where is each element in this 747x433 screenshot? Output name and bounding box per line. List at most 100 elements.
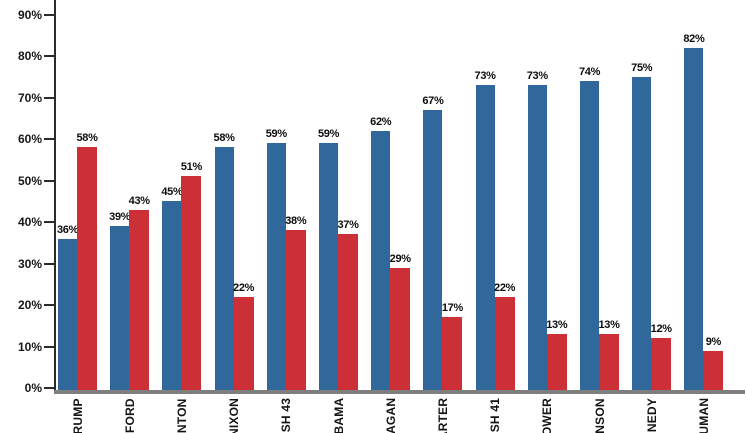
bar-value-label: 22% xyxy=(494,281,516,294)
x-axis-label: CLINTON xyxy=(156,398,208,433)
x-axis-label: TRUMP xyxy=(52,398,104,433)
bar-blue xyxy=(266,143,286,390)
bar-red xyxy=(546,334,567,390)
y-axis-line xyxy=(54,0,56,394)
y-axis-tick-label: 50% xyxy=(17,173,42,188)
x-axis-label: OBAMA xyxy=(313,398,365,433)
bar-value-label: 51% xyxy=(180,161,202,174)
y-axis-tick-mark xyxy=(44,13,54,16)
x-axis-label: BUSH 41 xyxy=(469,398,521,433)
y-axis-tick-label: 70% xyxy=(17,90,42,105)
x-axis-label: EISENHOWER xyxy=(521,398,573,433)
x-axis-label: JOHNSON xyxy=(574,398,626,433)
x-axis-label: TRUMAN xyxy=(678,398,730,433)
bar-red xyxy=(77,147,97,390)
bar-red xyxy=(390,267,411,390)
x-axis-label-text: JOHNSON xyxy=(592,398,607,433)
bar-value-label: 13% xyxy=(546,319,568,332)
x-axis-label-text: BUSH 43 xyxy=(279,398,294,433)
bar-blue xyxy=(632,76,652,390)
x-axis-label-text: OBAMA xyxy=(331,398,346,433)
bar-value-label: 59% xyxy=(265,128,287,141)
x-axis-label: CARTER xyxy=(417,398,469,433)
y-axis-tick-mark xyxy=(44,304,54,306)
y-axis-tick-mark xyxy=(44,55,54,57)
bar-blue xyxy=(423,109,443,390)
y-axis-tick-label: 20% xyxy=(17,298,42,312)
x-axis-label: REAGAN xyxy=(365,398,417,433)
y-axis-tick-label: 60% xyxy=(17,132,42,146)
x-axis-label-text: FORD xyxy=(122,398,137,433)
y-axis-tick-label: 0% xyxy=(24,381,42,395)
bar-blue xyxy=(371,130,391,390)
bar-blue xyxy=(214,147,234,390)
bar-red xyxy=(494,296,515,390)
bar-value-label: 67% xyxy=(422,94,444,107)
bar-blue xyxy=(527,85,547,390)
x-axis-label-text: TRUMP xyxy=(70,398,85,433)
bar-value-label: 36% xyxy=(56,223,79,236)
bar-red xyxy=(442,317,463,390)
bar-value-label: 75% xyxy=(631,61,653,74)
y-axis-tick-mark xyxy=(44,387,54,389)
bar-blue xyxy=(684,47,704,390)
y-axis-tick-mark xyxy=(44,345,54,348)
bar-value-label: 43% xyxy=(128,194,150,207)
bar-value-label: 38% xyxy=(285,215,307,228)
bar-blue xyxy=(162,201,182,390)
bar-value-label: 82% xyxy=(683,32,705,45)
y-axis-tick-label: 80% xyxy=(17,49,42,63)
bar-value-label: 59% xyxy=(317,128,340,141)
bar-value-label: 9% xyxy=(705,335,722,348)
bar-red xyxy=(181,176,202,390)
y-axis-tick-label: 40% xyxy=(17,215,42,229)
bar-red xyxy=(338,234,358,390)
bar-red xyxy=(233,296,254,390)
y-axis-tick-label: 90% xyxy=(17,7,42,22)
x-axis-label-text: BUSH 41 xyxy=(488,398,503,433)
y-axis-tick-mark xyxy=(44,179,54,182)
bar-value-label: 73% xyxy=(474,70,496,83)
bar-blue xyxy=(580,80,599,390)
bar-red xyxy=(703,350,724,390)
bar-value-label: 45% xyxy=(161,186,183,199)
x-axis-label: NIXON xyxy=(208,398,260,433)
bar-red xyxy=(651,338,672,390)
bar-value-label: 22% xyxy=(233,281,255,294)
bar-value-label: 58% xyxy=(76,132,98,145)
bar-red xyxy=(129,209,150,390)
bar-blue xyxy=(319,143,338,390)
bar-value-label: 39% xyxy=(109,211,131,224)
bar-blue xyxy=(58,238,77,390)
x-axis-label-text: REAGAN xyxy=(383,398,398,433)
x-axis-label-text: KENNEDY xyxy=(644,398,659,433)
bar-value-label: 37% xyxy=(337,219,359,232)
bar-value-label: 62% xyxy=(370,115,392,128)
bar-blue xyxy=(475,85,495,390)
bar-value-label: 58% xyxy=(213,132,235,145)
x-axis-label-text: CLINTON xyxy=(174,398,189,433)
y-axis-tick-label: 30% xyxy=(17,256,42,271)
bar-blue xyxy=(110,226,130,390)
y-axis-tick-mark xyxy=(44,221,54,223)
bar-red xyxy=(285,230,306,390)
x-axis-label: KENNEDY xyxy=(626,398,678,433)
y-axis-tick-mark xyxy=(44,138,54,140)
x-axis-label-text: TRUMAN xyxy=(696,398,711,433)
bar-value-label: 17% xyxy=(441,302,463,315)
y-axis-tick-mark xyxy=(44,96,54,99)
bar-value-label: 74% xyxy=(578,65,601,78)
bar-value-label: 29% xyxy=(389,252,411,265)
x-axis-label: BUSH 43 xyxy=(260,398,312,433)
bar-value-label: 12% xyxy=(650,323,672,336)
x-axis-label-text: CARTER xyxy=(435,398,450,433)
x-axis-label-text: NIXON xyxy=(227,398,242,433)
x-axis-label: FORD xyxy=(104,398,156,433)
x-axis-line xyxy=(54,390,745,394)
bar-red xyxy=(599,334,619,390)
x-axis-label-text: EISENHOWER xyxy=(540,398,554,433)
y-axis-tick-label: 10% xyxy=(17,339,42,354)
y-axis-tick-mark xyxy=(44,262,54,265)
bar-value-label: 13% xyxy=(598,319,620,332)
